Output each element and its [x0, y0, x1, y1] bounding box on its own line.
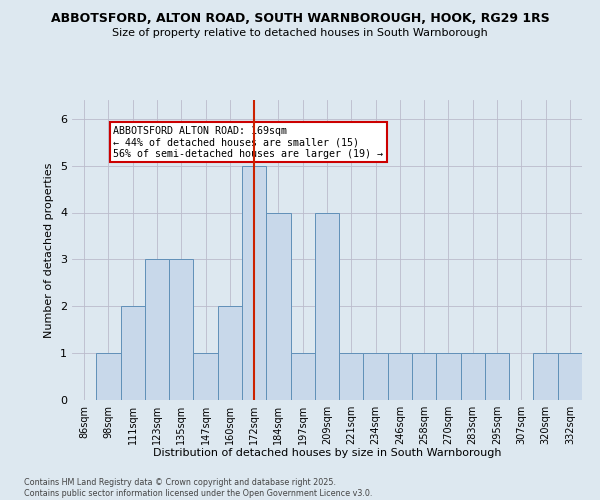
Bar — [315, 212, 339, 400]
Text: Distribution of detached houses by size in South Warnborough: Distribution of detached houses by size … — [153, 448, 501, 458]
Bar — [533, 353, 558, 400]
Text: ABBOTSFORD, ALTON ROAD, SOUTH WARNBOROUGH, HOOK, RG29 1RS: ABBOTSFORD, ALTON ROAD, SOUTH WARNBOROUG… — [50, 12, 550, 26]
Bar — [290, 353, 315, 400]
Bar — [169, 260, 193, 400]
Bar — [193, 353, 218, 400]
Text: Size of property relative to detached houses in South Warnborough: Size of property relative to detached ho… — [112, 28, 488, 38]
Bar — [436, 353, 461, 400]
Bar — [145, 260, 169, 400]
Bar — [266, 212, 290, 400]
Text: ABBOTSFORD ALTON ROAD: 169sqm
← 44% of detached houses are smaller (15)
56% of s: ABBOTSFORD ALTON ROAD: 169sqm ← 44% of d… — [113, 126, 383, 159]
Y-axis label: Number of detached properties: Number of detached properties — [44, 162, 55, 338]
Bar — [364, 353, 388, 400]
Bar — [339, 353, 364, 400]
Bar — [558, 353, 582, 400]
Bar — [412, 353, 436, 400]
Bar — [242, 166, 266, 400]
Bar — [485, 353, 509, 400]
Bar — [218, 306, 242, 400]
Text: Contains HM Land Registry data © Crown copyright and database right 2025.
Contai: Contains HM Land Registry data © Crown c… — [24, 478, 373, 498]
Bar — [461, 353, 485, 400]
Bar — [96, 353, 121, 400]
Bar — [388, 353, 412, 400]
Bar — [121, 306, 145, 400]
